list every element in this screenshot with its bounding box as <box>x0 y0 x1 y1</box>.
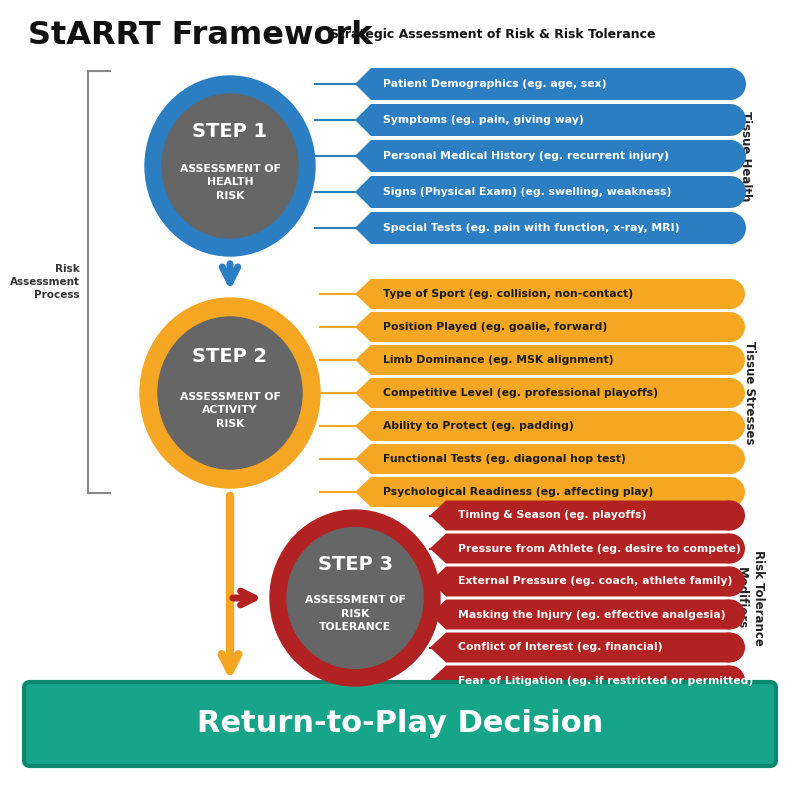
FancyBboxPatch shape <box>446 500 730 530</box>
Polygon shape <box>355 104 371 136</box>
Polygon shape <box>355 444 371 474</box>
Ellipse shape <box>715 411 745 441</box>
Ellipse shape <box>158 317 302 469</box>
Text: External Pressure (eg. coach, athlete family): External Pressure (eg. coach, athlete fa… <box>458 577 732 586</box>
Text: Tissue Health: Tissue Health <box>738 111 751 201</box>
Ellipse shape <box>715 477 745 507</box>
Polygon shape <box>430 600 446 630</box>
Polygon shape <box>355 279 371 309</box>
Polygon shape <box>430 533 446 563</box>
FancyBboxPatch shape <box>371 312 730 342</box>
Text: ASSESSMENT OF
ACTIVITY
RISK: ASSESSMENT OF ACTIVITY RISK <box>179 392 281 429</box>
Text: ASSESSMENT OF
HEALTH
RISK: ASSESSMENT OF HEALTH RISK <box>179 164 281 201</box>
Text: Type of Sport (eg. collision, non-contact): Type of Sport (eg. collision, non-contac… <box>383 289 633 299</box>
FancyBboxPatch shape <box>371 477 730 507</box>
Polygon shape <box>430 633 446 663</box>
Ellipse shape <box>715 666 745 696</box>
Ellipse shape <box>714 140 746 172</box>
Text: Tissue Stresses: Tissue Stresses <box>743 341 757 444</box>
Polygon shape <box>355 345 371 375</box>
FancyBboxPatch shape <box>446 600 730 630</box>
Polygon shape <box>355 378 371 408</box>
FancyBboxPatch shape <box>371 411 730 441</box>
Text: Signs (Physical Exam) (eg. swelling, weakness): Signs (Physical Exam) (eg. swelling, wea… <box>383 187 671 197</box>
Text: Personal Medical History (eg. recurrent injury): Personal Medical History (eg. recurrent … <box>383 151 669 161</box>
FancyBboxPatch shape <box>371 279 730 309</box>
Ellipse shape <box>715 633 745 663</box>
Text: Functional Tests (eg. diagonal hop test): Functional Tests (eg. diagonal hop test) <box>383 454 626 464</box>
Text: STEP 3: STEP 3 <box>318 555 393 574</box>
Text: Strategic Assessment of Risk & Risk Tolerance: Strategic Assessment of Risk & Risk Tole… <box>330 28 655 41</box>
Polygon shape <box>355 477 371 507</box>
Text: Symptoms (eg. pain, giving way): Symptoms (eg. pain, giving way) <box>383 115 584 125</box>
Ellipse shape <box>715 500 745 530</box>
Ellipse shape <box>715 312 745 342</box>
Polygon shape <box>355 212 371 244</box>
Polygon shape <box>430 500 446 530</box>
Ellipse shape <box>287 528 423 668</box>
FancyBboxPatch shape <box>446 567 730 597</box>
Text: Position Played (eg. goalie, forward): Position Played (eg. goalie, forward) <box>383 322 607 332</box>
FancyBboxPatch shape <box>446 666 730 696</box>
FancyBboxPatch shape <box>371 444 730 474</box>
Text: Conflict of Interest (eg. financial): Conflict of Interest (eg. financial) <box>458 642 662 652</box>
FancyBboxPatch shape <box>24 682 776 766</box>
Polygon shape <box>355 312 371 342</box>
Polygon shape <box>355 140 371 172</box>
Polygon shape <box>355 68 371 100</box>
Text: Risk
Assessment
Process: Risk Assessment Process <box>10 264 80 300</box>
Ellipse shape <box>162 94 298 238</box>
Polygon shape <box>355 411 371 441</box>
Ellipse shape <box>714 68 746 100</box>
Ellipse shape <box>714 176 746 208</box>
Text: Pressure from Athlete (eg. desire to compete): Pressure from Athlete (eg. desire to com… <box>458 544 741 553</box>
Ellipse shape <box>715 567 745 597</box>
FancyBboxPatch shape <box>371 345 730 375</box>
FancyBboxPatch shape <box>371 212 730 244</box>
Polygon shape <box>430 567 446 597</box>
FancyBboxPatch shape <box>371 378 730 408</box>
Ellipse shape <box>140 298 320 488</box>
Ellipse shape <box>715 533 745 563</box>
FancyBboxPatch shape <box>371 176 730 208</box>
Text: Psychological Readiness (eg. affecting play): Psychological Readiness (eg. affecting p… <box>383 487 654 497</box>
FancyBboxPatch shape <box>371 140 730 172</box>
Text: Special Tests (eg. pain with function, x-ray, MRI): Special Tests (eg. pain with function, x… <box>383 223 679 233</box>
Text: Competitive Level (eg. professional playoffs): Competitive Level (eg. professional play… <box>383 388 658 398</box>
Text: Risk Tolerance
Modifiers: Risk Tolerance Modifiers <box>735 550 765 646</box>
FancyBboxPatch shape <box>446 533 730 563</box>
Ellipse shape <box>714 212 746 244</box>
Ellipse shape <box>714 104 746 136</box>
Text: Timing & Season (eg. playoffs): Timing & Season (eg. playoffs) <box>458 511 646 521</box>
Ellipse shape <box>715 279 745 309</box>
Ellipse shape <box>715 444 745 474</box>
Text: ASSESSMENT OF
RISK
TOLERANCE: ASSESSMENT OF RISK TOLERANCE <box>305 595 406 633</box>
Polygon shape <box>355 176 371 208</box>
Text: Masking the Injury (eg. effective analgesia): Masking the Injury (eg. effective analge… <box>458 609 726 619</box>
Ellipse shape <box>145 76 315 256</box>
Text: STEP 2: STEP 2 <box>193 348 267 366</box>
Text: Limb Dominance (eg. MSK alignment): Limb Dominance (eg. MSK alignment) <box>383 355 614 365</box>
Ellipse shape <box>715 378 745 408</box>
Text: Ability to Protect (eg. padding): Ability to Protect (eg. padding) <box>383 421 574 431</box>
Text: STEP 1: STEP 1 <box>193 122 267 141</box>
Ellipse shape <box>270 510 440 686</box>
FancyBboxPatch shape <box>446 633 730 663</box>
Ellipse shape <box>715 345 745 375</box>
Text: Fear of Litigation (eg. if restricted or permitted): Fear of Litigation (eg. if restricted or… <box>458 675 754 686</box>
Text: StARRT Framework: StARRT Framework <box>28 20 373 51</box>
Text: Return-to-Play Decision: Return-to-Play Decision <box>197 709 603 738</box>
FancyBboxPatch shape <box>371 104 730 136</box>
Text: Patient Demographics (eg. age, sex): Patient Demographics (eg. age, sex) <box>383 79 606 89</box>
FancyBboxPatch shape <box>371 68 730 100</box>
Ellipse shape <box>715 600 745 630</box>
Polygon shape <box>430 666 446 696</box>
